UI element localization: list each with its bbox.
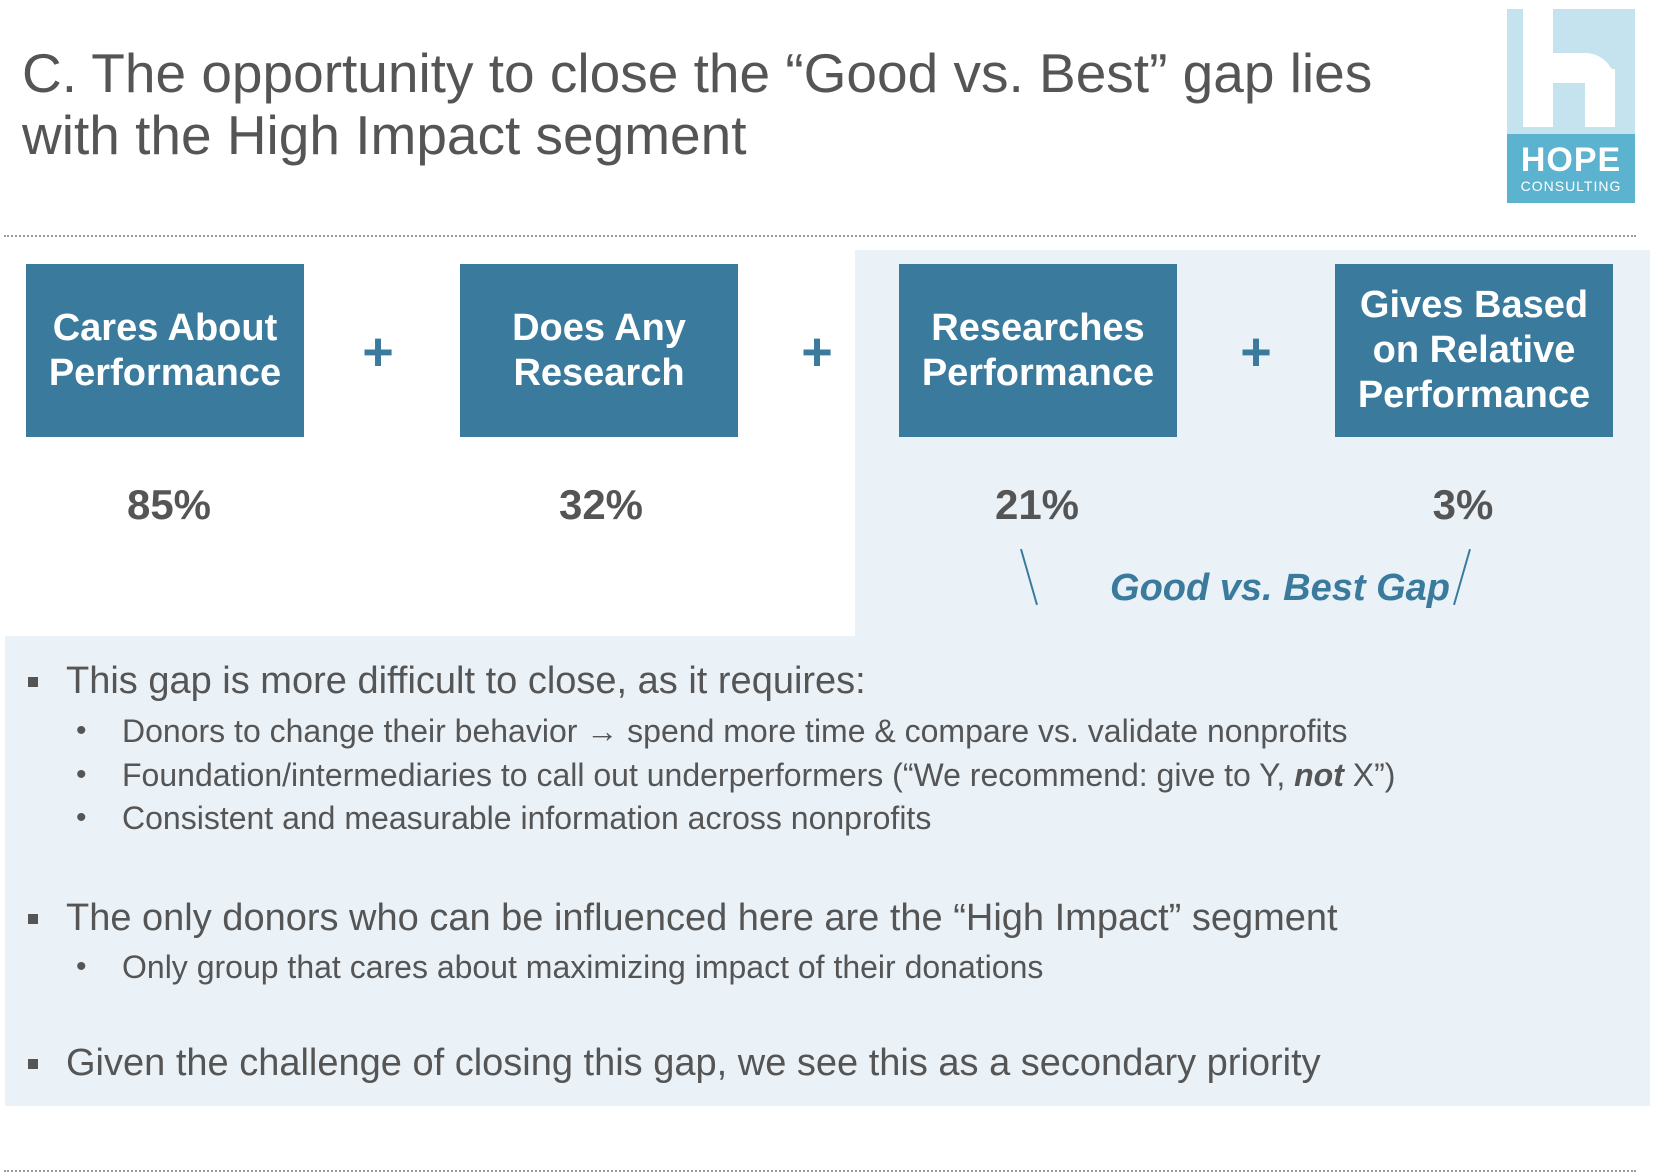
bullet-main: This gap is more difficult to close, as … <box>20 658 1640 704</box>
percent-does-any-research: 32% <box>558 481 644 528</box>
bullet-sub: Donors to change their behavior → spend … <box>20 710 1640 752</box>
logo-subtitle: CONSULTING <box>1520 178 1622 194</box>
percent-gives-based-on-relative-performance: 3% <box>1432 481 1494 528</box>
gap-label: Good vs. Best Gap <box>1110 567 1450 609</box>
step-box-cares-about-performance: Cares About Performance <box>26 264 304 437</box>
step-box-gives-based-on-relative-performance: Gives Based on Relative Performance <box>1335 264 1613 437</box>
plus-sign: + <box>362 322 394 382</box>
bullet-main: Given the challenge of closing this gap,… <box>20 1040 1640 1086</box>
hope-consulting-logo: HOPE CONSULTING <box>1507 9 1635 203</box>
top-divider <box>4 235 1636 237</box>
bullets-panel <box>5 636 1650 1106</box>
step-box-researches-performance: Researches Performance <box>899 264 1177 437</box>
percent-researches-performance: 21% <box>994 481 1080 528</box>
logo-word: HOPE <box>1520 141 1622 179</box>
bullet-sub: Foundation/intermediaries to call out un… <box>20 754 1640 796</box>
logo-h-stem <box>1523 9 1553 127</box>
plus-sign: + <box>1240 322 1272 382</box>
logo-band: HOPE CONSULTING <box>1507 134 1635 203</box>
bullet-main: The only donors who can be influenced he… <box>20 895 1640 941</box>
plus-sign: + <box>801 322 833 382</box>
bullet-sub: Only group that cares about maximizing i… <box>20 946 1640 988</box>
bullet-sub-emphasis: not <box>1294 757 1344 793</box>
bullet-sub-text: Foundation/intermediaries to call out un… <box>122 757 1295 793</box>
logo-h-leg <box>1585 69 1615 127</box>
slide-title: C. The opportunity to close the “Good vs… <box>22 42 1373 166</box>
bullet-sub-text-end: X”) <box>1343 757 1396 793</box>
percent-cares-about-performance: 85% <box>126 481 212 528</box>
bullet-sub: Consistent and measurable information ac… <box>20 797 1640 839</box>
step-box-does-any-research: Does Any Research <box>460 264 738 437</box>
